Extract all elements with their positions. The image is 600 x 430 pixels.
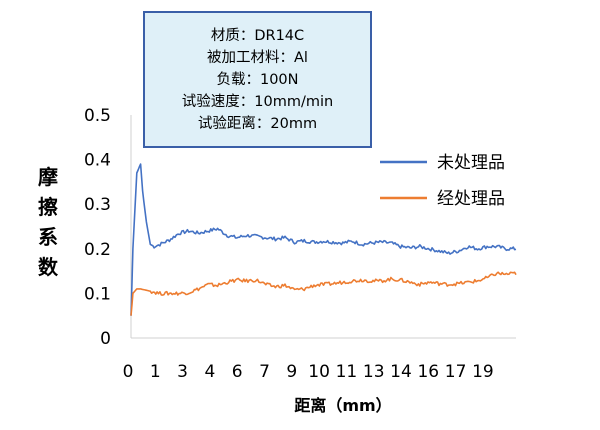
x-tick-label: 1 <box>150 362 161 382</box>
x-tick-label: 3 <box>177 362 188 382</box>
x-tick-label: 9 <box>286 362 297 382</box>
y-tick-label: 0.5 <box>84 106 111 126</box>
series-lines <box>130 163 517 316</box>
y-tick-label: 0.2 <box>84 240 111 260</box>
info-speed: 试验速度：10mm/min <box>181 93 334 110</box>
x-tick-label: 7 <box>259 362 270 382</box>
y-axis-label-char: 数 <box>38 255 59 279</box>
x-tick-label: 17 <box>445 362 467 382</box>
series-line-2 <box>130 271 517 316</box>
x-tick-label: 16 <box>417 362 439 382</box>
legend-label-series-2: 经处理品 <box>437 189 505 209</box>
y-axis-label-char: 摩 <box>38 165 58 189</box>
info-distance: 试验距离：20mm <box>197 115 318 132</box>
x-tick-label: 4 <box>204 362 215 382</box>
y-axis-label-char: 系 <box>38 225 58 249</box>
x-axis-label: 距离（mm） <box>294 396 391 415</box>
y-tick-labels: 0 0.1 0.2 0.3 0.4 0.5 <box>84 106 111 349</box>
y-tick-label: 0.3 <box>84 195 111 215</box>
legend-label-series-1: 未处理品 <box>437 153 505 173</box>
legend: 未处理品 经处理品 <box>380 153 505 209</box>
x-tick-label: 10 <box>308 362 330 382</box>
info-load: 负载：100N <box>216 71 299 88</box>
x-tick-label: 11 <box>336 362 358 382</box>
test-conditions-box: 材质：DR14C 被加工材料：Al 负载：100N 试验速度：10mm/min … <box>143 11 372 148</box>
series-line-1 <box>130 163 517 316</box>
info-workpiece: 被加工材料：Al <box>207 49 308 66</box>
x-tick-label: 19 <box>472 362 494 382</box>
x-tick-label: 0 <box>123 362 134 382</box>
y-tick-label: 0 <box>100 329 111 349</box>
info-material: 材质：DR14C <box>210 27 305 44</box>
x-tick-label: 6 <box>232 362 243 382</box>
y-tick-label: 0.1 <box>84 284 111 304</box>
x-tick-label: 13 <box>363 362 385 382</box>
y-axis-label-char: 擦 <box>38 195 58 219</box>
x-tick-labels: 0 1 3 4 6 7 9 10 11 13 14 16 17 19 <box>123 362 494 382</box>
y-tick-label: 0.4 <box>84 151 111 171</box>
x-tick-label: 14 <box>390 362 412 382</box>
